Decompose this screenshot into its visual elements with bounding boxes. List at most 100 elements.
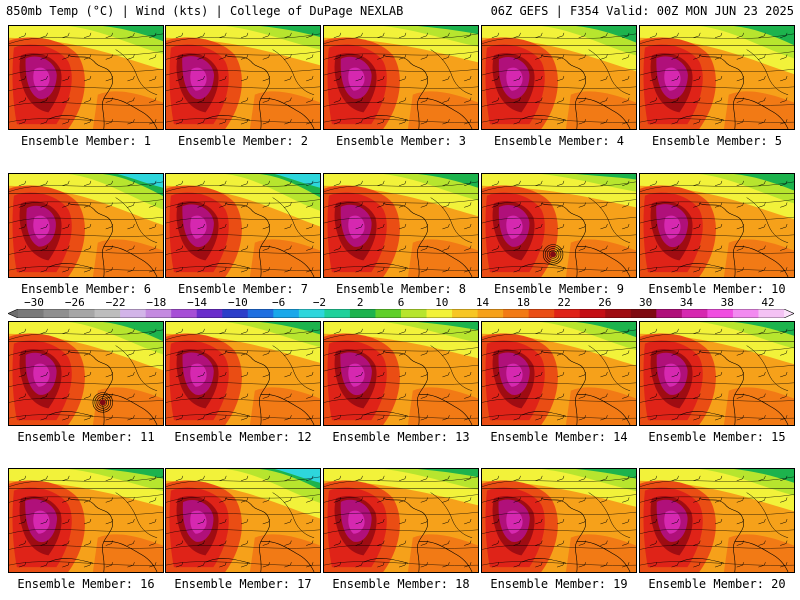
ensemble-member-label: Ensemble Member: 1 [20, 134, 152, 148]
color-scale-label: 6 [397, 296, 405, 309]
temperature-map-image [482, 26, 636, 129]
temperature-map-image [9, 469, 163, 572]
ensemble-member-map [8, 321, 164, 426]
ensemble-member-map [165, 173, 321, 278]
ensemble-member-label: Ensemble Member: 15 [648, 430, 786, 444]
color-scale-label: 30 [639, 296, 653, 309]
ensemble-member-label: Ensemble Member: 11 [17, 430, 155, 444]
color-scale-swatch [605, 309, 632, 318]
ensemble-member-label: Ensemble Member: 17 [174, 577, 312, 591]
ensemble-member-map [323, 173, 479, 278]
color-scale-swatch [503, 309, 530, 318]
color-scale-label: 18 [516, 296, 530, 309]
ensemble-member-map [323, 321, 479, 426]
color-scale-swatch [196, 309, 223, 318]
ensemble-member-label: Ensemble Member: 19 [490, 577, 628, 591]
color-scale-label: 26 [598, 296, 612, 309]
color-scale-swatch [247, 309, 274, 318]
ensemble-member-map [639, 25, 795, 130]
ensemble-member-label: Ensemble Member: 10 [648, 282, 786, 296]
color-scale-swatch [273, 309, 300, 318]
temperature-map-image [640, 26, 794, 129]
color-scale-swatch [171, 309, 198, 318]
ensemble-member-map [165, 321, 321, 426]
color-scale-min-arrow [8, 309, 18, 318]
color-scale-swatch [120, 309, 147, 318]
color-scale: −30 −26 −22 −18 −14 −10 −6 −2 2 6 10 14 18 22 26 30 34 38… [8, 297, 794, 321]
temperature-map-image [324, 174, 478, 277]
color-scale-label: −26 [64, 296, 85, 309]
temperature-map-image [640, 469, 794, 572]
ensemble-member-map [639, 321, 795, 426]
color-scale-swatch [69, 309, 96, 318]
ensemble-member-label: Ensemble Member: 5 [651, 134, 783, 148]
color-scale-max-arrow [784, 309, 794, 318]
ensemble-member-map [8, 173, 164, 278]
ensemble-member-label: Ensemble Member: 6 [20, 282, 152, 296]
ensemble-member-map [8, 468, 164, 573]
map-title: 850mb Temp (°C) | Wind (kts) | College o… [6, 4, 404, 18]
color-scale-label: −6 [272, 296, 286, 309]
color-scale-swatch [477, 309, 504, 318]
color-scale-swatch [758, 309, 785, 318]
ensemble-member-label: Ensemble Member: 18 [332, 577, 470, 591]
color-scale-swatch [452, 309, 479, 318]
ensemble-member-label: Ensemble Member: 9 [493, 282, 625, 296]
ensemble-member-map [481, 468, 637, 573]
ensemble-member-map [165, 25, 321, 130]
color-scale-swatch [375, 309, 402, 318]
temperature-map-image [166, 26, 320, 129]
temperature-map-image [482, 322, 636, 425]
color-scale-swatch [732, 309, 759, 318]
color-scale-swatch [656, 309, 683, 318]
temperature-map-image [482, 469, 636, 572]
color-scale-label: −30 [24, 296, 44, 309]
color-scale-swatch [579, 309, 606, 318]
temperature-map-image [166, 322, 320, 425]
ensemble-member-label: Ensemble Member: 3 [335, 134, 467, 148]
ensemble-member-map [481, 25, 637, 130]
color-scale-label: 42 [761, 296, 775, 309]
temperature-map-image [166, 469, 320, 572]
ensemble-member-map [323, 468, 479, 573]
ensemble-member-map [481, 321, 637, 426]
temperature-map-image [9, 26, 163, 129]
color-scale-label: 2 [356, 296, 364, 309]
ensemble-member-label: Ensemble Member: 16 [17, 577, 155, 591]
temperature-map-image [324, 26, 478, 129]
color-scale-swatch [707, 309, 734, 318]
color-scale-swatch [630, 309, 657, 318]
temperature-map-image [640, 322, 794, 425]
ensemble-member-label: Ensemble Member: 4 [493, 134, 625, 148]
ensemble-member-label: Ensemble Member: 13 [332, 430, 470, 444]
color-scale-label: 22 [557, 296, 571, 309]
ensemble-member-label: Ensemble Member: 20 [648, 577, 786, 591]
color-scale-swatch [528, 309, 555, 318]
color-scale-bar [8, 309, 794, 318]
color-scale-swatch [94, 309, 121, 318]
ensemble-member-map [481, 173, 637, 278]
color-scale-label: 34 [679, 296, 694, 309]
temperature-map-image [482, 174, 636, 277]
color-scale-label: 38 [720, 296, 734, 309]
temperature-map-image [9, 322, 163, 425]
color-scale-swatch [681, 309, 708, 318]
color-scale-swatch [426, 309, 453, 318]
ensemble-member-map [639, 468, 795, 573]
temperature-map-image [166, 174, 320, 277]
temperature-map-image [324, 469, 478, 572]
color-scale-label: 14 [475, 296, 490, 309]
color-scale-label: −18 [146, 296, 167, 309]
color-scale-label: −22 [105, 296, 126, 309]
temperature-map-image [324, 322, 478, 425]
color-scale-labels: −30 −26 −22 −18 −14 −10 −6 −2 2 6 10 14 18 22 26 30 34 38… [8, 297, 794, 309]
color-scale-swatch [222, 309, 249, 318]
temperature-map-image [9, 174, 163, 277]
ensemble-member-label: Ensemble Member: 8 [335, 282, 467, 296]
color-scale-swatch [145, 309, 172, 318]
color-scale-swatch [401, 309, 428, 318]
ensemble-member-map [8, 25, 164, 130]
color-scale-swatch [349, 309, 376, 318]
run-info: 06Z GEFS | F354 Valid: 00Z MON JUN 23 20… [490, 4, 794, 18]
ensemble-member-label: Ensemble Member: 7 [177, 282, 309, 296]
